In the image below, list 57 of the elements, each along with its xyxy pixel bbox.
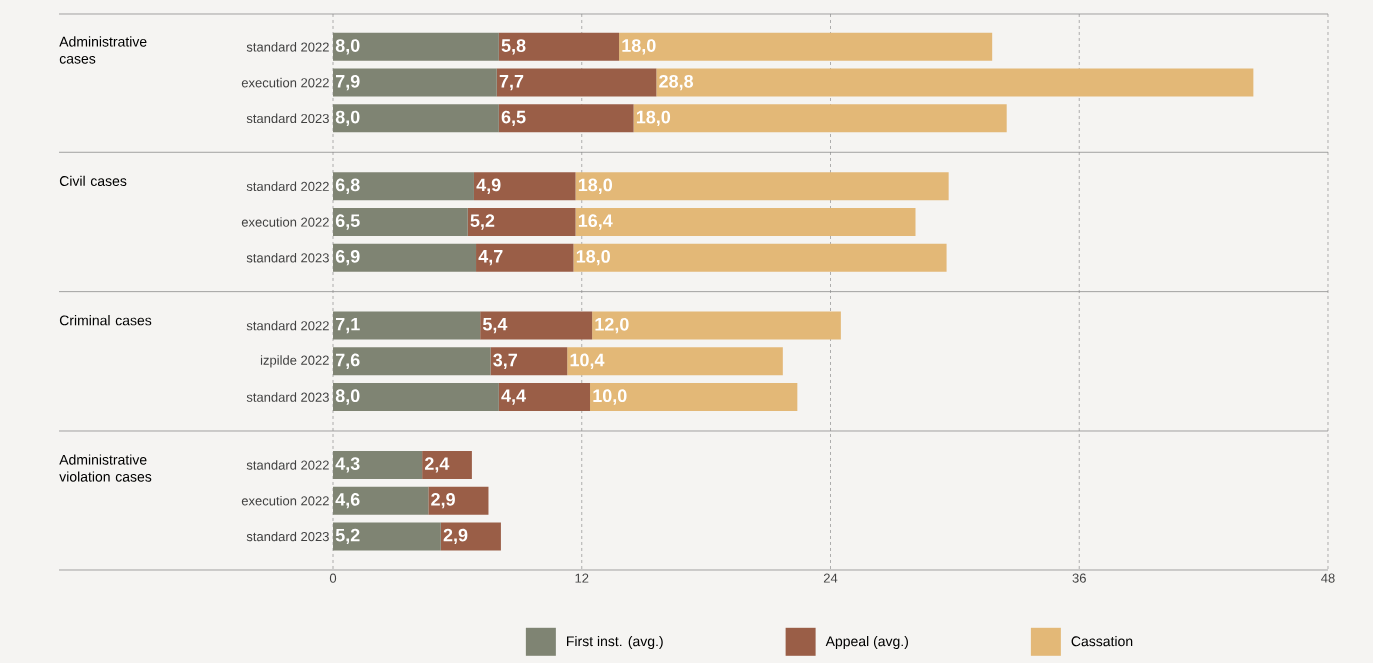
- data-label: 6,8: [335, 178, 360, 194]
- legend-label: First inst. (avg.): [567, 635, 663, 650]
- data-label: 5,2: [470, 214, 495, 230]
- data-label: 6,9: [335, 250, 360, 266]
- text: Criminal cases: [59, 315, 152, 326]
- data-label: 4,7: [478, 250, 503, 266]
- y-tick-label: standard 2023: [246, 531, 329, 542]
- data-label: 7,9: [335, 74, 360, 91]
- data-label: 6,5: [335, 214, 360, 230]
- data-label: 18,0: [636, 110, 671, 127]
- data-label: 2,4: [424, 457, 450, 473]
- data-label: 4,4: [501, 389, 526, 405]
- y-tick-label: standard 2022: [246, 320, 329, 331]
- data-label: 10,0: [593, 389, 627, 405]
- y-tick-label: standard 2022: [246, 181, 329, 191]
- data-label: 6,5: [501, 110, 526, 127]
- y-tick-label: standard 2023: [246, 252, 329, 263]
- data-label: 8,0: [335, 39, 360, 55]
- data-label: 2,9: [443, 528, 468, 545]
- data-label: 5,8: [501, 39, 526, 55]
- x-tick-label: 0: [329, 573, 337, 583]
- y-tick-label: execution 2022: [241, 217, 329, 227]
- data-label: 8,0: [335, 110, 360, 127]
- y-tick-label: standard 2022: [246, 460, 329, 470]
- legend-label: Cassation: [1071, 635, 1133, 647]
- y-tick-label: izpilde 2022: [260, 355, 329, 368]
- data-label: 5,2: [335, 528, 360, 545]
- y-tick-label: standard 2022: [246, 42, 329, 52]
- data-label: 8,0: [335, 389, 360, 405]
- legend-label: Appeal (avg.): [825, 635, 908, 650]
- text: Civil cases: [59, 175, 127, 186]
- y-tick-label: standard 2023: [246, 392, 329, 402]
- x-tick-label: 36: [1072, 573, 1086, 583]
- text: Administrative cases: [59, 36, 147, 64]
- data-label: 18,0: [622, 39, 656, 55]
- y-tick-label: execution 2022: [241, 77, 329, 88]
- data-label: 4,6: [335, 492, 360, 509]
- x-tick-label: 24: [823, 573, 838, 583]
- x-tick-label: 12: [575, 573, 589, 583]
- data-label: 18,0: [578, 178, 613, 194]
- data-label: 7,7: [499, 75, 524, 91]
- data-label: 3,7: [493, 353, 517, 369]
- data-label: 12,0: [595, 317, 629, 334]
- data-label: 28,8: [659, 74, 694, 91]
- data-label: 5,4: [482, 317, 508, 334]
- data-label: 10,4: [570, 353, 605, 369]
- data-label: 4,9: [476, 178, 501, 194]
- text: Administrative violation cases: [59, 454, 152, 482]
- y-tick-label: execution 2022: [241, 495, 329, 506]
- data-label: 7,6: [335, 353, 360, 369]
- data-label: 16,4: [578, 214, 613, 230]
- data-label: 7,1: [335, 317, 360, 334]
- data-label: 18,0: [576, 250, 610, 266]
- data-label: 2,9: [431, 492, 455, 509]
- x-tick-label: 48: [1321, 573, 1335, 583]
- data-label: 4,3: [335, 457, 360, 473]
- y-tick-label: standard 2023: [246, 113, 329, 124]
